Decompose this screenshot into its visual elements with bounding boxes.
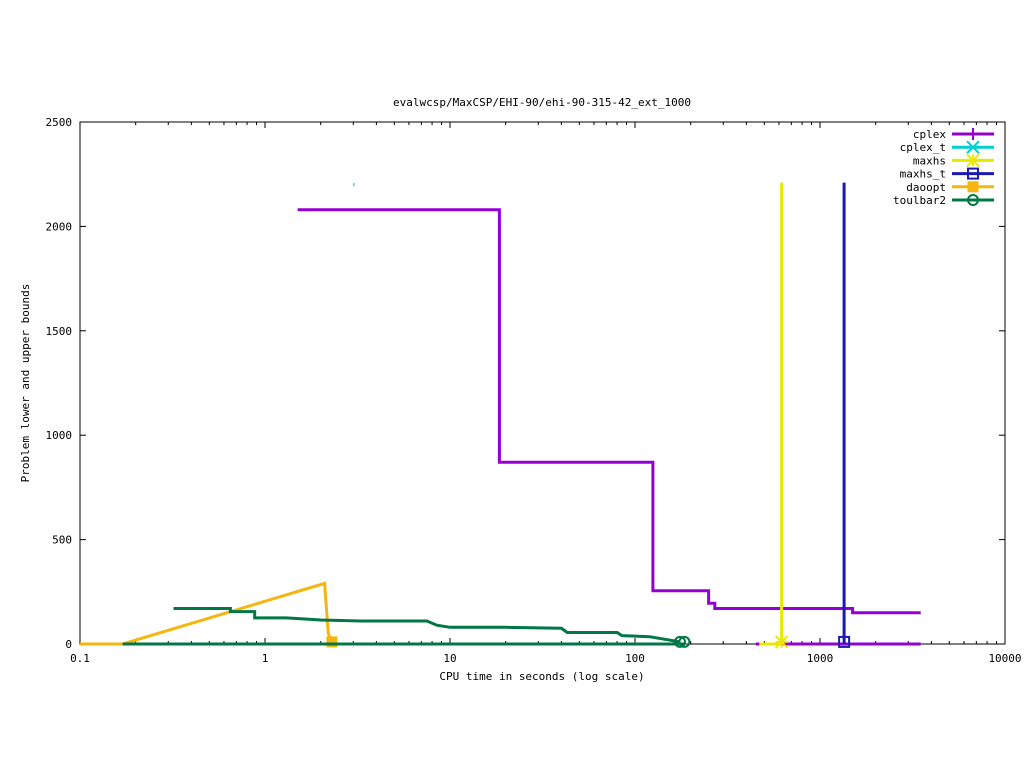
legend-marker (967, 167, 979, 180)
x-tick-label: 10 (443, 652, 456, 665)
plot-frame (79, 121, 1006, 645)
legend-marker (967, 128, 979, 140)
legend-marker (967, 194, 979, 206)
point-toulbar2 (678, 635, 691, 648)
legend-label: cplex_t (900, 141, 946, 154)
y-tick-label: 500 (52, 534, 72, 547)
series-cplex (297, 208, 921, 615)
y-tick-label: 1500 (46, 325, 73, 338)
legend-marker (966, 140, 980, 154)
y-tick-label: 0 (65, 638, 72, 651)
legend-label: toulbar2 (893, 194, 946, 207)
legend-label: daoopt (906, 181, 946, 194)
y-tick-label: 2500 (46, 116, 73, 129)
series-toulbar2 (173, 607, 691, 648)
y-tick-label: 2000 (46, 220, 73, 233)
legend-label: maxhs_t (900, 168, 946, 181)
series-line-toulbar2 (173, 607, 681, 644)
point-daoopt (326, 636, 338, 648)
legend-label: maxhs (913, 154, 946, 167)
x-tick-label: 1000 (807, 652, 834, 665)
series-daoopt (80, 581, 338, 648)
series-line-cplex (297, 208, 921, 615)
legend-label: cplex (913, 128, 946, 141)
x-tick-label: 0.1 (70, 652, 90, 665)
x-tick-label: 100 (625, 652, 645, 665)
chart-title: evalwcsp/MaxCSP/EHI-90/ehi-90-315-42_ext… (393, 96, 691, 109)
axis-ticks: 0.1 1 10 100 1000 10000 0 500 1000 1500 2000 2500 (46, 116, 1022, 665)
y-axis-label: Problem lower and upper bounds (19, 284, 32, 483)
series-line-daoopt (80, 581, 334, 646)
series-maxhs (774, 182, 789, 649)
series-maxhs_t (838, 182, 851, 648)
x-tick-label: 1 (262, 652, 269, 665)
point-maxhs (774, 635, 789, 649)
point-maxhs_t (838, 635, 851, 648)
series-layer (80, 182, 921, 649)
y-tick-label: 1000 (46, 429, 73, 442)
legend-marker (967, 181, 979, 193)
legend-marker (966, 153, 980, 168)
x-axis-label: CPU time in seconds (log scale) (439, 670, 644, 683)
x-tick-label: 10000 (988, 652, 1021, 665)
point-toulbar2 (673, 635, 686, 648)
